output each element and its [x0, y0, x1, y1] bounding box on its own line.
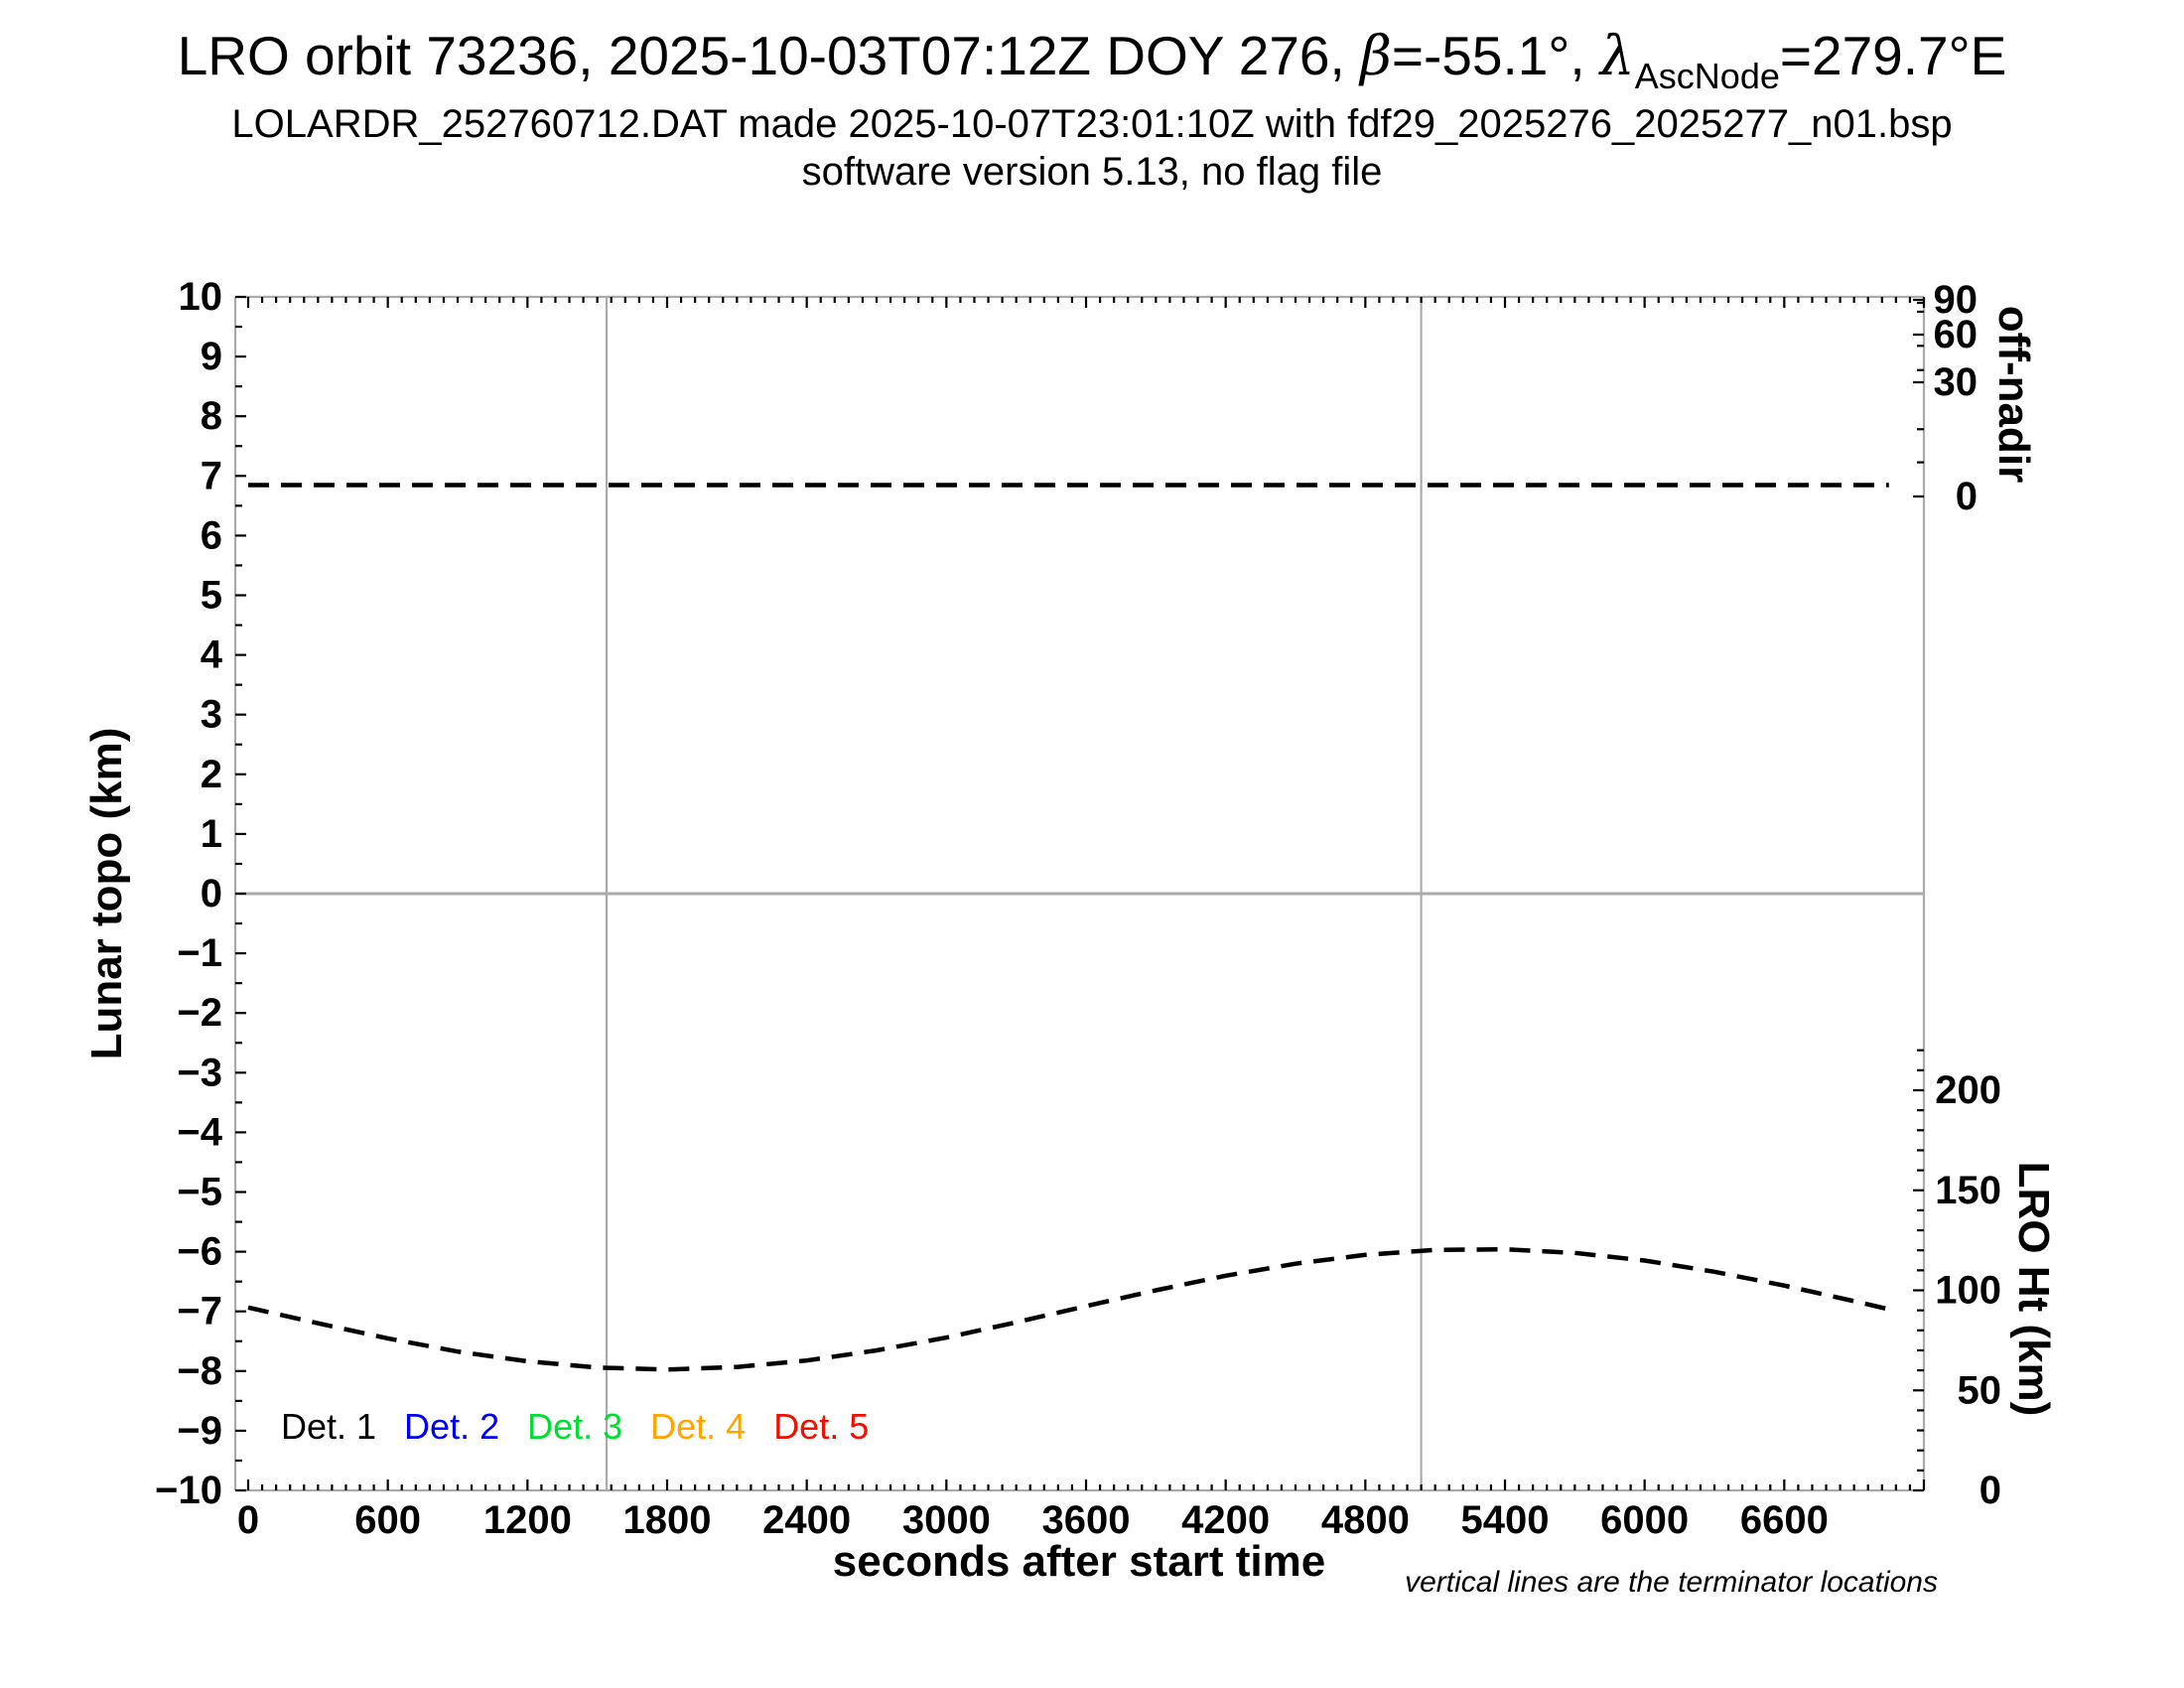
terminator-footnote: vertical lines are the terminator locati…: [1405, 1566, 1938, 1599]
legend-item-det-1: Det. 1: [281, 1406, 377, 1447]
x-axis-tick-label: 0: [237, 1498, 259, 1542]
y-left-tick-label: 0: [201, 872, 222, 915]
beta-symbol: β: [1360, 24, 1392, 87]
y-left-tick-label: −1: [177, 931, 222, 975]
legend-item-det-2: Det. 2: [404, 1406, 500, 1447]
x-axis-tick-label: 3600: [1042, 1498, 1131, 1542]
y-axis-label-off-nadir: off-nadir: [1989, 305, 2038, 484]
y-left-tick-label: −9: [177, 1409, 222, 1453]
x-axis-tick-label: 600: [354, 1498, 421, 1542]
y-left-tick-label: 10: [179, 275, 223, 319]
x-axis-tick-label: 4800: [1321, 1498, 1410, 1542]
y-left-tick-label: −8: [177, 1349, 222, 1393]
lroht-tick-label: 0: [1979, 1469, 2001, 1512]
y-left-tick-label: −10: [155, 1469, 222, 1512]
legend-item-det-3: Det. 3: [527, 1406, 623, 1447]
y-left-tick-label: −4: [177, 1110, 222, 1154]
subtitle-software-version: software version 5.13, no flag file: [801, 150, 1383, 194]
lambda-subscript: AscNode: [1634, 56, 1780, 96]
y-left-tick-label: 7: [201, 454, 222, 497]
x-axis-tick-label: 3000: [902, 1498, 991, 1542]
lro-height-curve: [247, 1246, 1890, 1372]
beta-value: =-55.1°,: [1391, 25, 1600, 86]
x-axis-tick-label: 6000: [1600, 1498, 1689, 1542]
x-axis-tick-label: 4200: [1181, 1498, 1270, 1542]
lroht-tick-label: 150: [1935, 1169, 2001, 1212]
legend-item-det-5: Det. 5: [773, 1406, 870, 1447]
detector-legend: Det. 1 Det. 2 Det. 3 Det. 4 Det. 5: [281, 1406, 896, 1448]
y-left-tick-label: 3: [201, 693, 222, 737]
offnadir-tick-label: 0: [1956, 475, 1978, 518]
offnadir-tick-label: 30: [1934, 360, 1979, 404]
y-left-tick-label: −7: [177, 1290, 222, 1334]
y-left-tick-label: 2: [201, 753, 222, 796]
subtitle: LOLARDR_252760712.DAT made 2025-10-07T23…: [231, 102, 1953, 146]
x-axis-tick-label: 1200: [483, 1498, 572, 1542]
y-left-tick-label: 8: [201, 394, 222, 438]
lambda-value: =279.7°E: [1779, 25, 2007, 86]
y-left-tick-label: −6: [177, 1230, 222, 1274]
offnadir-tick-label: 90: [1934, 278, 1979, 322]
y-left-tick-label: 1: [201, 812, 222, 856]
y-left-tick-label: 4: [201, 633, 223, 677]
lambda-symbol: λ: [1599, 24, 1635, 87]
lroht-tick-label: 200: [1935, 1068, 2001, 1112]
page-title: LRO orbit 73236, 2025-10-03T07:12Z DOY 2…: [0, 24, 2184, 97]
x-axis-tick-label: 5400: [1461, 1498, 1550, 1542]
y-left-tick-label: 9: [201, 335, 222, 378]
title-text: LRO orbit 73236, 2025-10-03T07:12Z DOY 2…: [177, 25, 1361, 86]
x-axis-label: seconds after start time: [832, 1537, 1326, 1586]
lroht-tick-label: 50: [1958, 1368, 2002, 1412]
offnadir-tick-label: 60: [1934, 313, 1979, 356]
y-axis-label-lunar-topo: Lunar topo (km): [82, 727, 131, 1060]
x-axis-tick-label: 1800: [623, 1498, 712, 1542]
y-left-tick-label: −3: [177, 1051, 222, 1094]
y-axis-label-lro-height: LRO Ht (km): [2009, 1161, 2058, 1417]
x-axis-tick-label: 2400: [762, 1498, 851, 1542]
y-left-tick-label: −2: [177, 991, 222, 1035]
y-left-tick-label: −5: [177, 1171, 222, 1214]
y-left-tick-label: 6: [201, 513, 222, 557]
x-axis-tick-label: 6600: [1740, 1498, 1829, 1542]
legend-item-det-4: Det. 4: [650, 1406, 747, 1447]
y-left-tick-label: 5: [201, 574, 222, 618]
lroht-tick-label: 100: [1935, 1269, 2001, 1313]
